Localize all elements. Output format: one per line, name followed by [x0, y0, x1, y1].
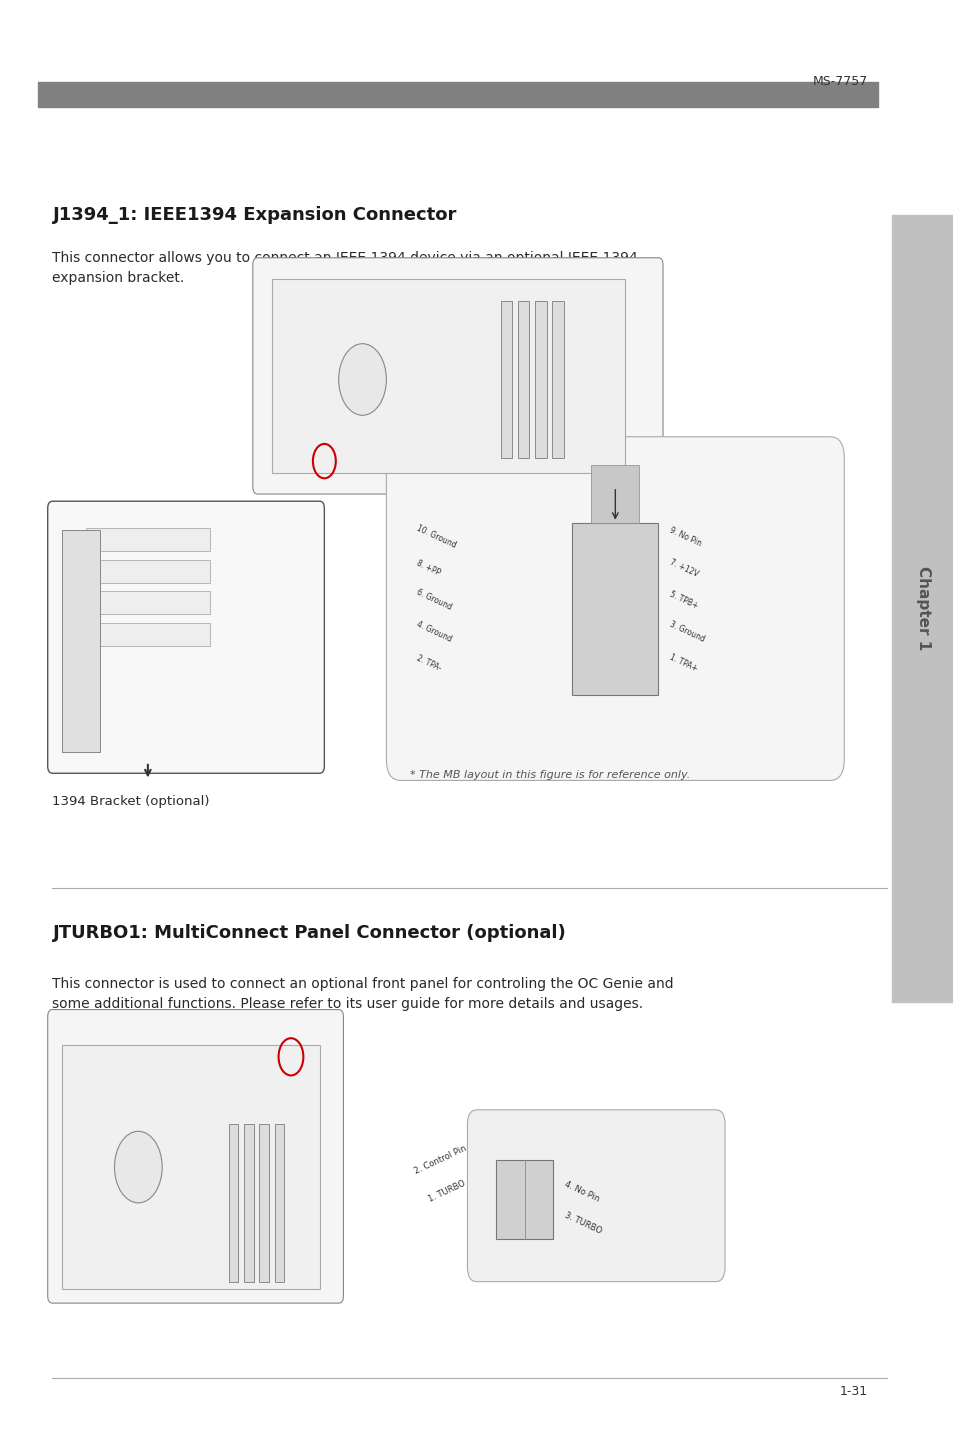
Text: MS-7757: MS-7757 — [812, 74, 867, 89]
Text: 1-31: 1-31 — [840, 1385, 867, 1399]
Circle shape — [338, 344, 386, 415]
Text: 3. Ground: 3. Ground — [667, 620, 705, 643]
Bar — [591, 465, 639, 523]
FancyBboxPatch shape — [48, 1010, 343, 1303]
Text: 1. TPA+: 1. TPA+ — [667, 653, 698, 673]
FancyBboxPatch shape — [253, 258, 662, 494]
FancyBboxPatch shape — [467, 1110, 724, 1282]
Bar — [517, 301, 529, 458]
Bar — [62, 1045, 319, 1289]
Bar — [86, 623, 210, 646]
Text: * The MB layout in this figure is for reference only.: * The MB layout in this figure is for re… — [410, 770, 690, 780]
Bar — [496, 1160, 553, 1239]
Text: 10. Ground: 10. Ground — [415, 524, 456, 550]
Text: 7. +12V: 7. +12V — [667, 558, 699, 579]
Bar — [62, 530, 100, 752]
Text: Chapter 1: Chapter 1 — [915, 567, 930, 650]
Bar — [500, 301, 512, 458]
FancyBboxPatch shape — [386, 437, 843, 780]
Text: This connector is used to connect an optional front panel for controling the OC : This connector is used to connect an opt… — [52, 977, 674, 1011]
Text: 9. No Pin: 9. No Pin — [667, 526, 701, 548]
Text: 1394 Bracket (optional): 1394 Bracket (optional) — [52, 795, 210, 808]
Text: 1. TURBO: 1. TURBO — [427, 1179, 467, 1204]
Bar — [274, 1124, 284, 1282]
Text: 2. Control Pin: 2. Control Pin — [412, 1144, 467, 1176]
Text: 2. TPA-: 2. TPA- — [415, 653, 442, 673]
Bar — [535, 301, 546, 458]
Bar — [86, 560, 210, 583]
Text: J1394_1: IEEE1394 Expansion Connector: J1394_1: IEEE1394 Expansion Connector — [52, 206, 456, 225]
FancyBboxPatch shape — [48, 501, 324, 773]
Text: 5. TPB+: 5. TPB+ — [667, 590, 699, 610]
Bar — [552, 301, 563, 458]
Text: This connector allows you to connect an IEEE 1394 device via an optional IEEE 13: This connector allows you to connect an … — [52, 251, 638, 285]
Bar — [86, 591, 210, 614]
Bar — [572, 523, 658, 695]
Bar — [272, 279, 624, 473]
Bar — [229, 1124, 238, 1282]
Text: 4. No Pin: 4. No Pin — [562, 1180, 599, 1203]
Text: 6. Ground: 6. Ground — [415, 589, 453, 611]
Bar — [86, 528, 210, 551]
Text: 4. Ground: 4. Ground — [415, 620, 453, 643]
Bar — [244, 1124, 253, 1282]
Text: 8. +PP: 8. +PP — [415, 558, 441, 579]
Bar — [38, 82, 877, 107]
Bar — [891, 215, 953, 1002]
Circle shape — [114, 1131, 162, 1203]
Text: JTURBO1: MultiConnect Panel Connector (optional): JTURBO1: MultiConnect Panel Connector (o… — [52, 924, 566, 942]
Text: 3. TURBO: 3. TURBO — [562, 1210, 602, 1236]
Bar — [259, 1124, 269, 1282]
